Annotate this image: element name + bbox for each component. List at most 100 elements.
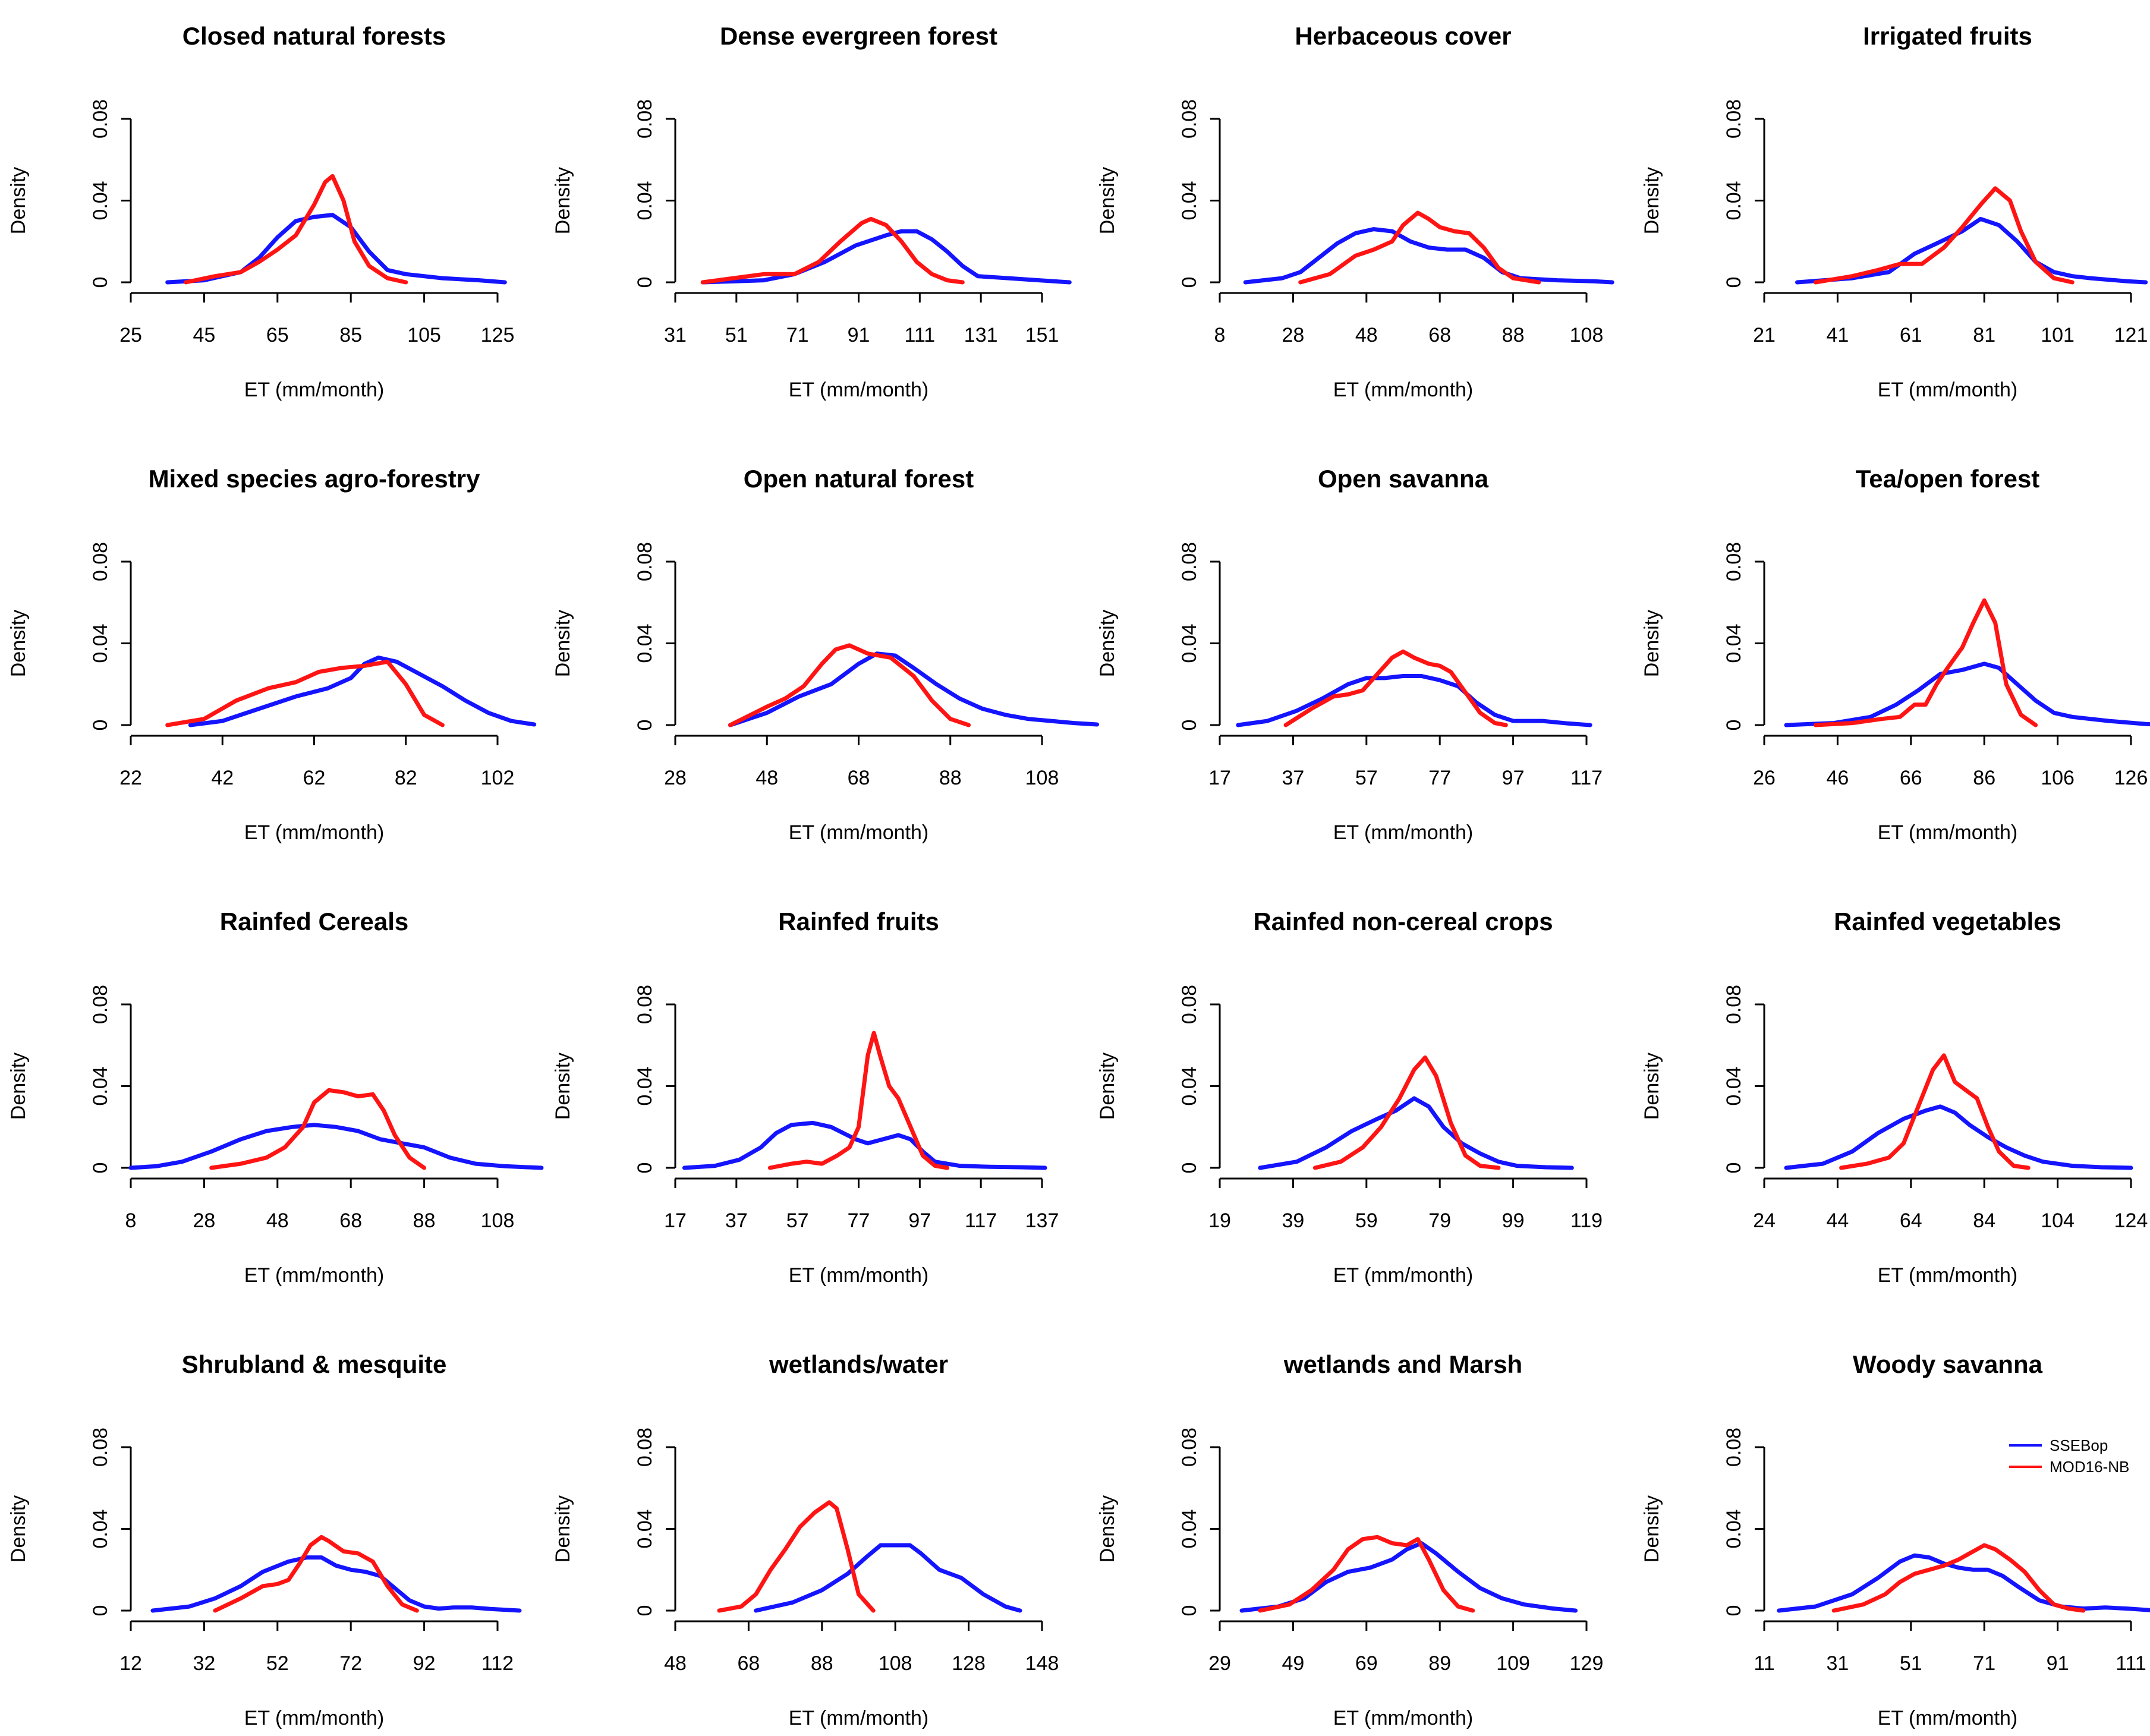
x-tick-label: 57 [786,1209,809,1232]
series-line-ssebop [1236,674,1592,727]
x-tick-label: 44 [1826,1209,1849,1232]
y-axis-label: Density [7,1053,30,1120]
x-tick-label: 11 [1754,1652,1774,1675]
series-line-mod16-nb [1839,1053,2031,1170]
x-tick-label: 101 [2041,324,2075,346]
series-line-ssebop [754,1543,1022,1613]
y-axis-label: Density [1641,610,1663,677]
x-tick-label: 8 [1214,324,1226,346]
panel-title: Open natural forest [744,465,974,493]
series-line-mod16-nb [717,1500,876,1613]
x-tick-label: 148 [1025,1652,1059,1675]
x-tick-label: 12 [119,1652,142,1675]
x-tick-label: 45 [193,324,215,346]
x-tick-label: 151 [1025,324,1059,346]
y-tick-label: 0.04 [89,623,112,663]
x-tick-label: 126 [2114,767,2148,789]
x-axis-label: ET (mm/month) [1878,821,2018,844]
series-line-mod16-nb [1283,649,1508,727]
x-tick-label: 105 [407,324,441,346]
x-axis-label: ET (mm/month) [1878,379,2018,401]
series-line-mod16-nb [1298,210,1541,285]
x-tick-label: 102 [481,767,515,789]
series-line-ssebop [1795,216,2148,285]
x-tick-label: 124 [2114,1209,2148,1232]
x-tick-label: 119 [1570,1209,1603,1232]
y-tick-label: 0.04 [89,1066,112,1105]
y-tick-label: 0.08 [1178,1428,1201,1467]
panel-4: Irrigated fruits 0 0.04 0.08 Density 21 41 61 81… [1641,22,2148,401]
legend: SSEBop MOD16-NB [2009,1436,2129,1476]
y-axis-label: Density [1096,167,1119,234]
panel-12: Rainfed vegetables 0 0.04 0.08 Density 24 44 64… [1641,908,2148,1287]
series-line-ssebop [150,1555,522,1613]
panel-title: wetlands and Marsh [1283,1350,1522,1378]
x-tick-label: 21 [1753,324,1776,346]
x-tick-label: 57 [1355,767,1378,789]
y-tick-label: 0.08 [634,542,656,581]
x-tick-label: 19 [1208,1209,1231,1232]
y-tick-label: 0 [1178,277,1201,288]
y-tick-label: 0.08 [1723,99,1745,138]
x-tick-label: 131 [964,324,998,346]
x-tick-label: 108 [1025,767,1059,789]
y-axis-label: Density [1641,167,1663,234]
y-tick-label: 0.04 [1178,623,1201,663]
series-line-ssebop [728,651,1099,727]
panel-title: wetlands/water [769,1350,948,1378]
panel-5: Mixed species agro-forestry 0 0.04 0.08 Dens… [7,465,537,844]
panel-title: Open savanna [1318,465,1489,493]
x-tick-label: 62 [303,767,326,789]
x-tick-label: 137 [1025,1209,1059,1232]
series-line-ssebop [1239,1541,1578,1613]
x-tick-label: 91 [2047,1652,2069,1675]
x-axis-label: ET (mm/month) [789,1264,929,1287]
x-tick-label: 104 [2041,1209,2075,1232]
series-line-ssebop [682,1120,1047,1170]
panel-9: Rainfed Cereals 0 0.04 0.08 Density 8 28 48 68 88… [7,908,544,1287]
panel-8: Tea/open forest 0 0.04 0.08 Density 26 46 66 86 1… [1641,465,2150,844]
x-tick-label: 68 [339,1209,362,1232]
x-tick-label: 108 [1570,324,1604,346]
y-tick-label: 0.04 [1178,1066,1201,1105]
panel-14: wetlands/water 0 0.04 0.08 Density 48 68 88 108 1… [552,1350,1059,1729]
y-axis-label: Density [7,167,30,234]
x-tick-label: 128 [952,1652,986,1675]
x-tick-label: 77 [848,1209,870,1232]
x-axis-label: ET (mm/month) [1333,821,1474,844]
panel-title: Rainfed vegetables [1834,908,2061,935]
y-tick-label: 0.04 [634,623,656,663]
x-tick-label: 68 [848,767,870,789]
x-tick-label: 28 [1282,324,1304,346]
x-tick-label: 48 [266,1209,289,1232]
x-axis-label: ET (mm/month) [244,1264,385,1287]
x-axis-label: ET (mm/month) [244,1707,385,1729]
x-tick-label: 28 [193,1209,215,1232]
series-line-mod16-nb [1258,1535,1475,1613]
x-axis-label: ET (mm/month) [1878,1264,2018,1287]
series-line-ssebop [165,213,507,285]
x-tick-label: 121 [2114,324,2148,346]
y-axis-label: Density [7,610,30,677]
x-tick-label: 112 [481,1652,514,1675]
legend-label: MOD16-NB [2050,1458,2129,1476]
x-tick-label: 91 [848,324,870,346]
x-tick-label: 69 [1355,1652,1378,1675]
y-tick-label: 0 [89,1605,112,1617]
x-tick-label: 48 [1355,324,1378,346]
x-tick-label: 117 [1570,767,1603,789]
x-tick-label: 65 [266,324,289,346]
y-tick-label: 0 [634,1605,656,1617]
x-tick-label: 24 [1753,1209,1776,1232]
y-tick-label: 0.08 [634,1428,656,1467]
y-tick-label: 0 [634,720,656,731]
y-axis-label: Density [1641,1495,1663,1562]
y-axis-label: Density [552,167,574,234]
panel-title: Herbaceous cover [1295,22,1511,50]
x-tick-label: 77 [1428,767,1451,789]
y-tick-label: 0.04 [1723,1066,1745,1105]
series-line-mod16-nb [209,1088,427,1170]
y-tick-label: 0.08 [1723,985,1745,1024]
y-tick-label: 0.08 [1178,985,1201,1024]
x-tick-label: 125 [481,324,515,346]
